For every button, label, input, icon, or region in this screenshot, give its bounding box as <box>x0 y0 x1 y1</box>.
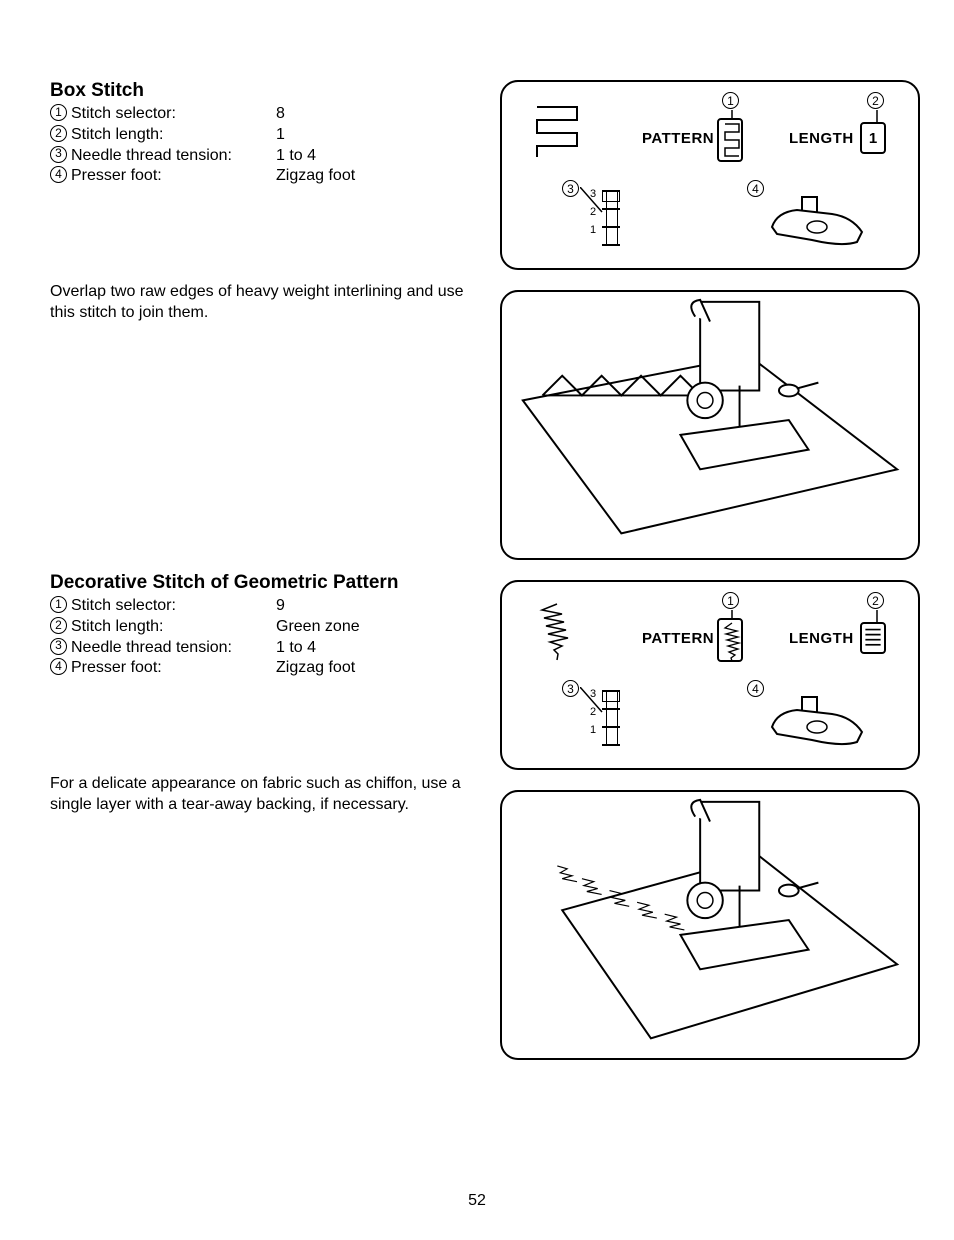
setting-row: 2 Stitch length: 1 <box>50 125 470 146</box>
section-2-sewing-illustration <box>500 790 920 1060</box>
callout-2-icon: 2 <box>867 92 884 109</box>
box-stitch-sample-icon <box>532 102 592 157</box>
circled-num-icon: 4 <box>50 658 67 675</box>
setting-label: Needle thread tension: <box>71 146 276 167</box>
setting-row: 1 Stitch selector: 8 <box>50 104 470 125</box>
setting-value: 1 to 4 <box>276 638 316 659</box>
section-2-description-block: For a delicate appearance on fabric such… <box>50 774 470 1044</box>
presser-foot-icon <box>762 192 872 252</box>
green-zone-icon <box>862 622 884 654</box>
manual-page: Box Stitch 1 Stitch selector: 8 2 Stitch… <box>50 80 904 1060</box>
setting-label: Stitch selector: <box>71 104 276 125</box>
length-display <box>860 622 886 654</box>
section-1-settings-diagram: 1 2 PATTERN LENGTH 1 3 3 2 1 <box>500 80 920 270</box>
callout-1-icon: 1 <box>722 592 739 609</box>
section-1-title: Box Stitch <box>50 80 470 102</box>
circled-num-icon: 4 <box>50 166 67 183</box>
tension-mark: 2 <box>590 206 596 218</box>
setting-label: Stitch length: <box>71 617 276 638</box>
setting-row: 4 Presser foot: Zigzag foot <box>50 166 470 187</box>
callout-line-icon <box>872 610 882 622</box>
page-number: 52 <box>468 1192 486 1210</box>
setting-label: Presser foot: <box>71 166 276 187</box>
tension-mark: 1 <box>590 724 596 736</box>
left-column: Box Stitch 1 Stitch selector: 8 2 Stitch… <box>50 80 470 1060</box>
setting-value: 1 to 4 <box>276 146 316 167</box>
right-column: 1 2 PATTERN LENGTH 1 3 3 2 1 <box>500 80 920 1060</box>
setting-row: 3 Needle thread tension: 1 to 4 <box>50 146 470 167</box>
setting-value: 8 <box>276 104 285 125</box>
section-2-title: Decorative Stitch of Geometric Pattern <box>50 572 470 594</box>
setting-row: 3 Needle thread tension: 1 to 4 <box>50 638 470 659</box>
sewing-machine-icon <box>502 292 918 558</box>
setting-label: Stitch selector: <box>71 596 276 617</box>
circled-num-icon: 3 <box>50 638 67 655</box>
setting-value: 9 <box>276 596 285 617</box>
pattern-label: PATTERN <box>642 130 714 147</box>
circled-num-icon: 2 <box>50 125 67 142</box>
setting-value: Green zone <box>276 617 360 638</box>
tension-mark: 2 <box>590 706 596 718</box>
pattern-label: PATTERN <box>642 630 714 647</box>
setting-label: Needle thread tension: <box>71 638 276 659</box>
presser-foot-icon <box>762 692 872 752</box>
section-1-sewing-illustration <box>500 290 920 560</box>
section-2-settings-diagram: 1 2 PATTERN LENGTH 3 <box>500 580 920 770</box>
geometric-stitch-sample-icon <box>532 602 582 662</box>
length-display: 1 <box>860 122 886 154</box>
section-2-text: Decorative Stitch of Geometric Pattern 1… <box>50 572 470 762</box>
tension-dial-icon: 3 2 1 <box>602 690 620 746</box>
setting-row: 4 Presser foot: Zigzag foot <box>50 658 470 679</box>
circled-num-icon: 1 <box>50 104 67 121</box>
pattern-display-icon <box>717 118 743 162</box>
tension-mark: 3 <box>590 688 596 700</box>
circled-num-icon: 2 <box>50 617 67 634</box>
setting-value: Zigzag foot <box>276 658 355 679</box>
setting-row: 1 Stitch selector: 9 <box>50 596 470 617</box>
length-label: LENGTH <box>789 130 854 147</box>
setting-label: Presser foot: <box>71 658 276 679</box>
tension-mark: 1 <box>590 224 596 236</box>
circled-num-icon: 1 <box>50 596 67 613</box>
setting-label: Stitch length: <box>71 125 276 146</box>
callout-2-icon: 2 <box>867 592 884 609</box>
setting-row: 2 Stitch length: Green zone <box>50 617 470 638</box>
section-1-description-block: Overlap two raw edges of heavy weight in… <box>50 282 470 552</box>
sewing-machine-icon <box>502 792 918 1058</box>
tension-mark: 3 <box>590 188 596 200</box>
length-label: LENGTH <box>789 630 854 647</box>
callout-3-icon: 3 <box>562 680 579 697</box>
callout-3-icon: 3 <box>562 180 579 197</box>
section-2-description: For a delicate appearance on fabric such… <box>50 774 470 816</box>
pattern-display-icon <box>717 618 743 662</box>
callout-1-icon: 1 <box>722 92 739 109</box>
section-1-text: Box Stitch 1 Stitch selector: 8 2 Stitch… <box>50 80 470 270</box>
setting-value: Zigzag foot <box>276 166 355 187</box>
section-1-description: Overlap two raw edges of heavy weight in… <box>50 282 470 324</box>
callout-line-icon <box>872 110 882 122</box>
setting-value: 1 <box>276 125 285 146</box>
tension-dial-icon: 3 2 1 <box>602 190 620 246</box>
circled-num-icon: 3 <box>50 146 67 163</box>
